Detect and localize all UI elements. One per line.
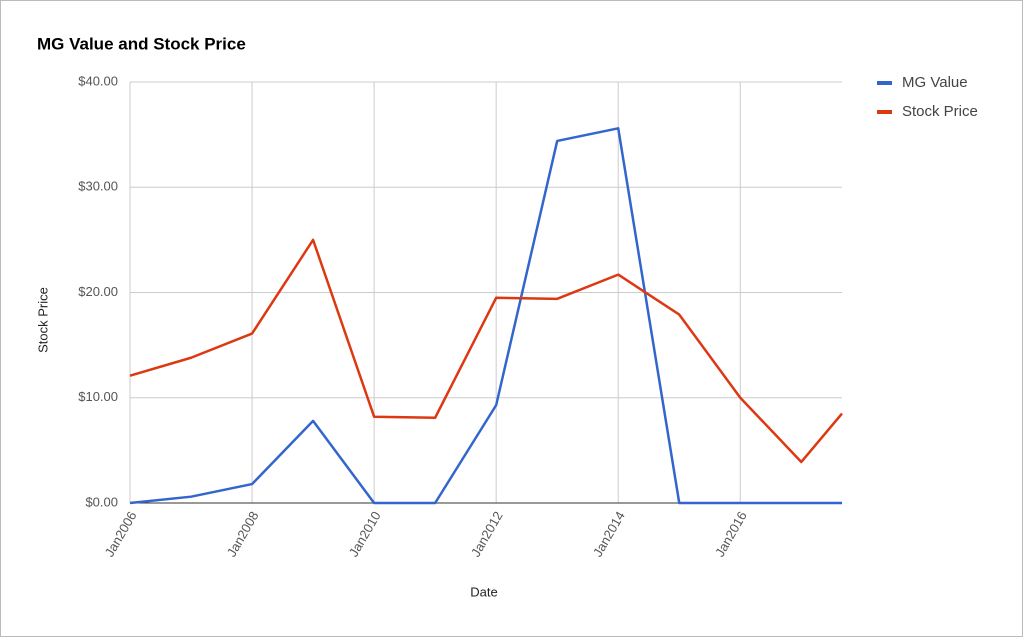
series-line [129, 127, 842, 505]
series-line [129, 238, 843, 464]
x-axis-label: Date [470, 584, 497, 599]
y-tick-label: $10.00 [78, 389, 118, 404]
legend-label: MG Value [902, 74, 968, 91]
y-tick-label: $0.00 [85, 494, 118, 509]
y-tick-label: $40.00 [78, 73, 118, 88]
chart-title: MG Value and Stock Price [37, 34, 246, 53]
y-tick-label: $30.00 [78, 179, 118, 194]
legend-label: Stock Price [902, 103, 978, 120]
y-axis-label: Stock Price [35, 287, 50, 353]
y-tick-label: $20.00 [78, 284, 118, 299]
